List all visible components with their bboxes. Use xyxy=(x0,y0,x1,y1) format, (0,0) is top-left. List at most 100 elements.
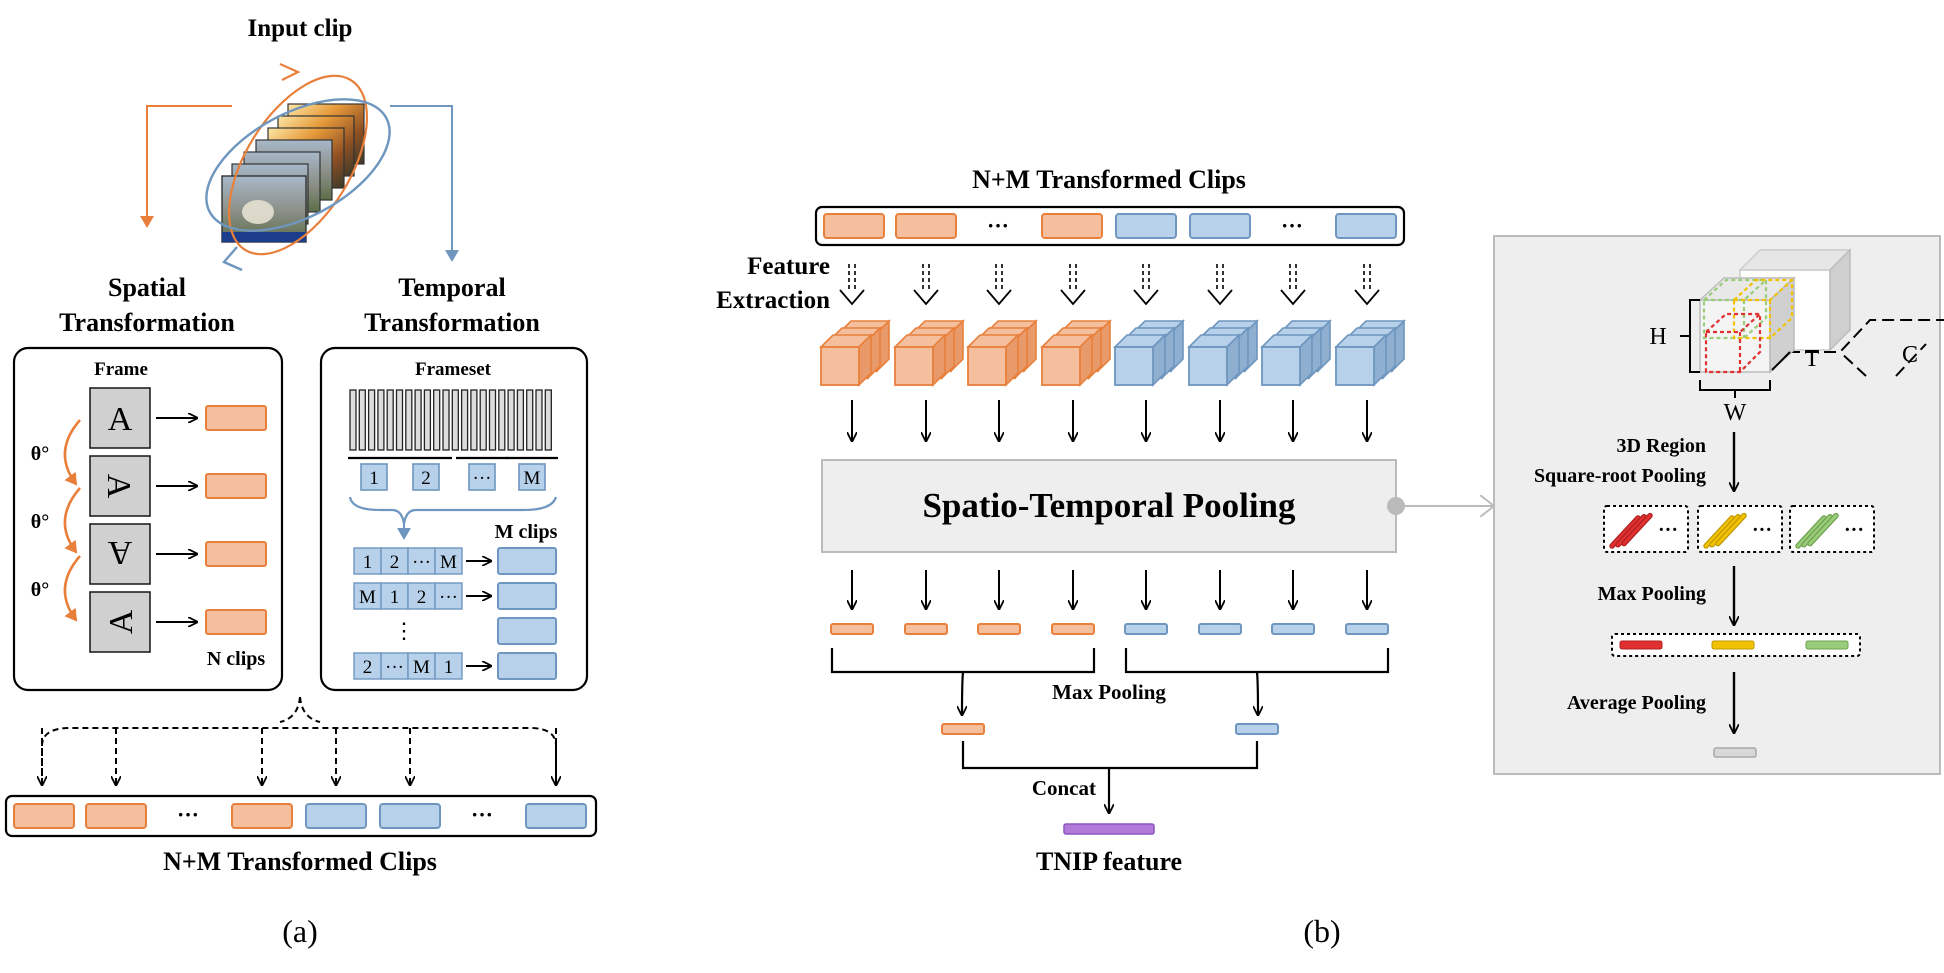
region-feature-bar-fill xyxy=(1802,515,1832,547)
spatial-clip xyxy=(13,803,75,829)
frame-letter: A xyxy=(100,474,137,499)
feature-extraction-arrow xyxy=(1289,264,1297,292)
shuffle-label: ··· xyxy=(412,552,431,573)
w-bracket xyxy=(1699,380,1771,398)
top-dots-1: ··· xyxy=(987,213,1009,238)
frame-bar xyxy=(544,389,552,451)
segment-box xyxy=(518,463,546,491)
temporal-clip xyxy=(1189,213,1251,239)
yellow-region-features: ··· xyxy=(1697,505,1783,553)
feature-extraction-head xyxy=(913,289,939,306)
spatial-clip xyxy=(895,213,957,239)
feature-extraction-arrow xyxy=(848,264,856,292)
feature-extraction-head xyxy=(986,289,1012,306)
top-title: N+M Transformed Clips xyxy=(972,165,1246,194)
temporal-feature-column xyxy=(1187,264,1259,635)
final-pooled-feature xyxy=(1713,747,1757,758)
region-feature-bar-fill xyxy=(1796,516,1826,548)
region-feature-bar-fill xyxy=(1616,515,1646,547)
shuffle-label: M xyxy=(413,657,430,678)
feature-extraction-arrow xyxy=(1142,264,1150,292)
rotated-frame xyxy=(89,523,151,585)
cube-front xyxy=(1335,346,1375,386)
region-dots: ··· xyxy=(1752,519,1772,541)
spatial-clip xyxy=(231,803,293,829)
orbit-arrowhead-orange xyxy=(279,62,301,81)
frame-letter: A xyxy=(107,534,132,571)
shuffle-cell xyxy=(407,582,436,610)
region-feature-bar-fill xyxy=(1610,516,1640,548)
region-feature-bar-fill xyxy=(1710,515,1740,547)
frame-bar xyxy=(516,389,525,451)
frame-bar xyxy=(377,389,385,451)
theta-label: θ° xyxy=(31,511,49,533)
shuffle-cell xyxy=(434,652,463,680)
temporal-branch-arrow xyxy=(390,105,459,262)
distribution-arrows xyxy=(41,727,557,786)
frame-bar xyxy=(405,389,413,451)
frame-bar xyxy=(433,389,441,451)
pooled-feature xyxy=(1198,623,1242,635)
frame-letter: A xyxy=(103,609,140,634)
frame-label: Frame xyxy=(94,359,148,380)
frame-bar xyxy=(423,389,432,451)
shuffle-cell xyxy=(353,582,382,610)
frameset-segments: 1 2 ··· M xyxy=(348,456,558,491)
bottom-dots-1: ··· xyxy=(177,802,199,827)
distribution-line xyxy=(41,727,557,786)
average-pooling-label: Average Pooling xyxy=(1567,692,1706,714)
temporal-clip xyxy=(305,803,367,829)
spatial-feature-column xyxy=(893,264,965,635)
t-bracket xyxy=(1771,351,1791,371)
frame-bar xyxy=(507,389,515,451)
rotated-frame xyxy=(89,455,151,517)
region-feature-bar-fill xyxy=(1716,514,1746,546)
spatial-transformation-box xyxy=(12,346,284,692)
frame-letter: A xyxy=(108,401,133,438)
shuffle-label: 1 xyxy=(390,587,400,608)
bottom-clips xyxy=(13,803,587,829)
segment-box xyxy=(468,463,496,491)
frame-bar xyxy=(470,389,478,451)
max-pooled-green xyxy=(1805,640,1849,650)
shuffle-label: ··· xyxy=(439,587,458,608)
region-feature-bar-fill xyxy=(1622,514,1652,546)
segment-label: ··· xyxy=(473,468,492,489)
shuffle-cell xyxy=(380,547,409,575)
pooled-feature xyxy=(904,623,948,635)
shuffle-label: 1 xyxy=(363,552,373,573)
frameset-bars xyxy=(349,389,552,451)
frame-bar xyxy=(498,389,506,451)
region-feature-groups: ··· ··· ··· xyxy=(1603,505,1875,553)
shuffle-rows: 1 2 ··· MM 1 2 ···2 ··· M 1⋮ xyxy=(353,547,557,680)
temporal-clip xyxy=(497,652,557,680)
region-feature-bar-fill xyxy=(1808,514,1838,546)
frameset-label: Frameset xyxy=(415,359,492,380)
feature-columns xyxy=(819,264,1406,635)
input-clip-frames xyxy=(221,103,365,243)
spatial-rotation-orbit xyxy=(227,74,369,256)
w-label: W xyxy=(1724,400,1747,426)
pooled-feature xyxy=(1271,623,1315,635)
pooled-feature xyxy=(1124,623,1168,635)
region-dots: ··· xyxy=(1844,519,1864,541)
temporal-feature-column xyxy=(1334,264,1406,635)
shuffle-cell xyxy=(407,547,436,575)
shuffle-cell xyxy=(407,652,436,680)
segment-label: 1 xyxy=(369,468,379,489)
pooled-feature xyxy=(977,623,1021,635)
cube-front xyxy=(894,346,934,386)
feature-extraction-arrow xyxy=(922,264,930,292)
shuffle-cell xyxy=(434,582,463,610)
max-pooling-label: Max Pooling xyxy=(1052,680,1166,704)
region-dots: ··· xyxy=(1658,519,1678,541)
feature-extraction-head xyxy=(1207,289,1233,306)
segment-label: 2 xyxy=(421,468,431,489)
temporal-clip xyxy=(497,617,557,645)
shuffle-cell xyxy=(380,582,409,610)
region-feature-bar-fill xyxy=(1704,516,1734,548)
frame-bar xyxy=(349,389,357,451)
rotated-frame xyxy=(89,387,151,449)
spatial-clip xyxy=(85,803,147,829)
spatial-clip xyxy=(205,473,267,499)
